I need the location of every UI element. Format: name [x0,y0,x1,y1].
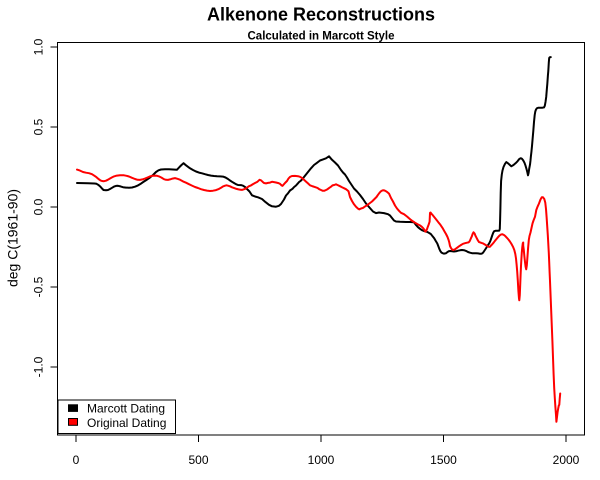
svg-text:-0.5: -0.5 [32,276,46,297]
svg-text:0.0: 0.0 [32,198,46,215]
svg-text:Calculated in Marcott Style: Calculated in Marcott Style [248,31,395,43]
svg-text:2000: 2000 [553,453,580,467]
svg-text:-1.0: -1.0 [32,356,46,377]
svg-text:500: 500 [188,453,208,467]
svg-text:0: 0 [73,453,80,467]
svg-text:Original Dating: Original Dating [87,416,166,430]
svg-text:0.5: 0.5 [32,118,46,135]
svg-text:deg C(1961-90): deg C(1961-90) [5,189,21,287]
svg-text:1.0: 1.0 [32,38,46,55]
svg-text:1500: 1500 [430,453,457,467]
svg-text:Marcott Dating: Marcott Dating [87,402,165,416]
svg-text:Alkenone Reconstructions: Alkenone Reconstructions [207,5,435,25]
svg-text:1000: 1000 [308,453,335,467]
